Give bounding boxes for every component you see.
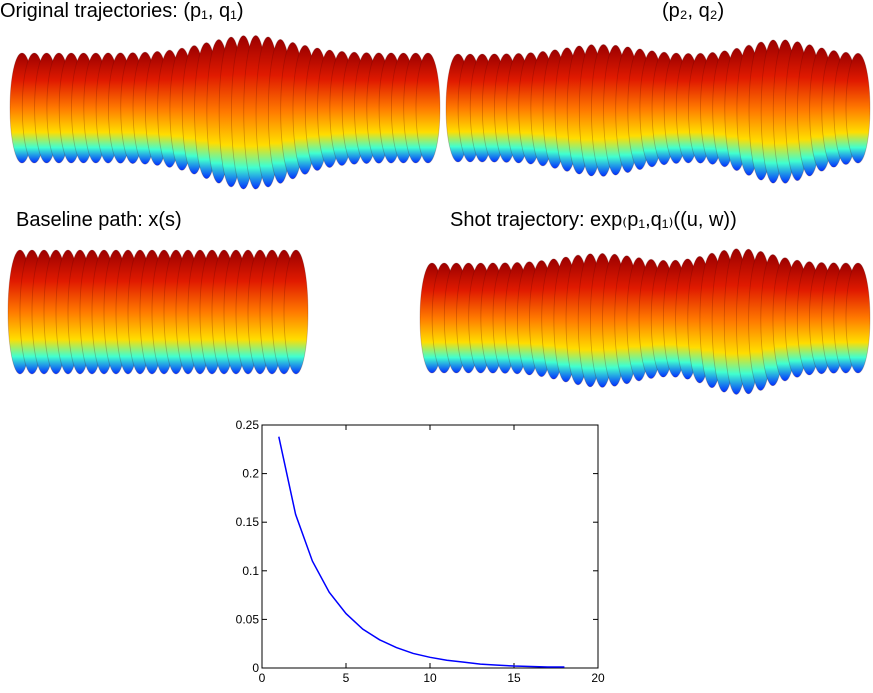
panel-label: Shot trajectory: exp₍p₁,q₁₎((u, w)): [450, 209, 737, 231]
x-tick-label: 20: [591, 671, 605, 685]
line-plot: 0 5 10 15 20 0 0.05 0.1 0.15 0.2 0.25: [236, 418, 605, 685]
panel-label: Baseline path: x(s): [16, 209, 182, 231]
y-tick-label: 0.1: [242, 564, 259, 578]
x-tick-label: 15: [507, 671, 521, 685]
surface-ring: [283, 249, 309, 375]
surfaces: [7, 35, 871, 395]
plot-frame: [261, 424, 599, 669]
x-tick-label: 5: [343, 671, 350, 685]
y-tick-label: 0.25: [236, 418, 260, 432]
y-tick-label: 0.2: [242, 467, 259, 481]
panel-label: Original trajectories: (p₁, q₁): [0, 0, 244, 22]
surface-ring: [845, 52, 871, 164]
data-line: [278, 436, 565, 668]
y-tick-label: 0: [252, 661, 259, 675]
y-tick-label: 0.15: [236, 515, 260, 529]
y-tick-label: 0.05: [236, 612, 260, 626]
panel-label: (p₂, q₂): [662, 0, 724, 22]
x-tick-label: 10: [423, 671, 437, 685]
surface-ring: [845, 262, 871, 374]
surface-ring: [415, 52, 441, 164]
x-tick-label: 0: [259, 671, 266, 685]
